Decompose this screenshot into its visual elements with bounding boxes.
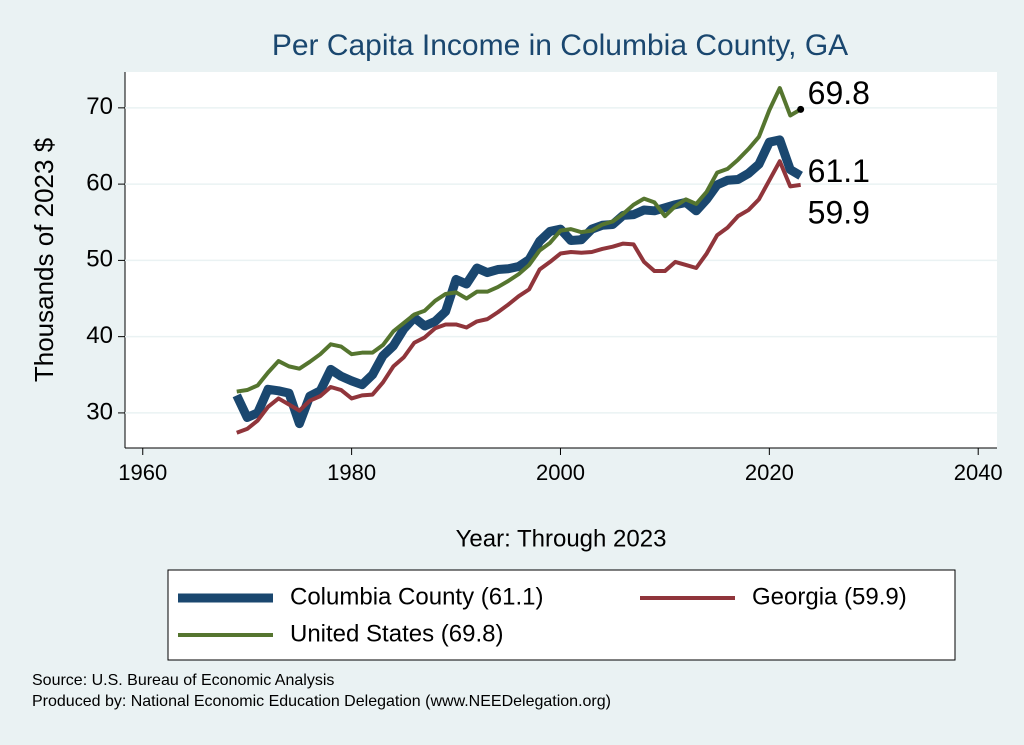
x-tick-label: 2020	[745, 460, 794, 485]
y-tick-label: 40	[86, 322, 113, 349]
end-point-marker	[797, 105, 805, 113]
y-tick-label: 50	[86, 246, 113, 273]
chart-title: Per Capita Income in Columbia County, GA	[272, 29, 848, 62]
producer-note: Produced by: National Economic Education…	[32, 693, 611, 710]
series-line	[232, 135, 803, 429]
legend-label: Georgia (59.9)	[752, 583, 907, 610]
source-note: Source: U.S. Bureau of Economic Analysis	[32, 672, 334, 689]
x-tick-label: 1980	[327, 460, 376, 485]
legend-box	[167, 569, 956, 661]
y-tick-label: 60	[86, 169, 113, 196]
legend-label: United States (69.8)	[290, 620, 503, 647]
end-value-label: 59.9	[808, 194, 870, 230]
y-axis-label: Thousands of 2023 $	[29, 137, 59, 382]
end-value-label: 69.8	[808, 75, 870, 111]
series-line	[236, 159, 801, 435]
x-tick-label: 2000	[536, 460, 585, 485]
legend-label: Columbia County (61.1)	[290, 583, 543, 610]
end-value-label: 61.1	[808, 153, 870, 189]
x-tick-label: 2040	[954, 460, 1003, 485]
y-tick-label: 70	[86, 93, 113, 120]
x-axis-label: Year: Through 2023	[456, 525, 667, 552]
y-tick-label: 30	[86, 398, 113, 425]
x-tick-label: 1960	[118, 460, 167, 485]
series-line	[236, 86, 802, 394]
